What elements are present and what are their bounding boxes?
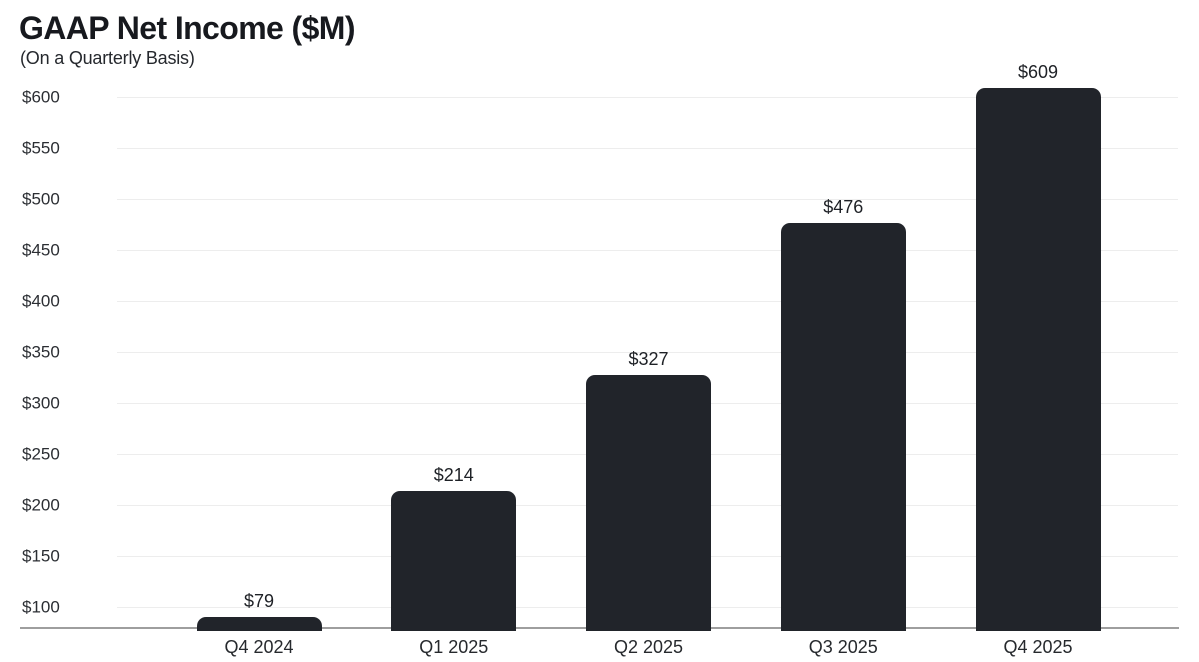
y-axis-tick-label: $150 — [22, 546, 60, 566]
chart-title: GAAP Net Income ($M) — [19, 10, 356, 46]
bar-value-label: $327 — [628, 349, 669, 370]
x-axis-tick-label: Q1 2025 — [419, 637, 489, 657]
bar-value-label: $79 — [243, 591, 275, 611]
bar-value-label: $476 — [823, 197, 864, 218]
x-axis-tick-label: Q4 2025 — [1003, 637, 1073, 657]
y-axis-tick-label: $400 — [22, 291, 60, 311]
bar-q4-2024 — [196, 617, 322, 631]
bar-value-label: $609 — [1017, 61, 1059, 82]
bar-value-label: $214 — [433, 464, 474, 485]
bar-q1-2025 — [391, 490, 517, 631]
x-axis-tick-label: Q2 2025 — [613, 637, 684, 657]
y-axis-tick-label: $100 — [22, 597, 60, 617]
y-axis-tick-label: $450 — [22, 240, 60, 260]
y-axis-tick-label: $350 — [22, 342, 60, 362]
y-axis-tick-label: $600 — [22, 87, 60, 107]
bar-q3-2025 — [780, 223, 906, 631]
x-axis-tick-label: Q4 2024 — [224, 637, 294, 657]
y-axis-tick-label: $500 — [22, 189, 60, 209]
chart-subtitle: (On a Quarterly Basis) — [20, 48, 195, 68]
y-axis-tick-label: $200 — [22, 495, 60, 515]
x-axis-tick-label: Q3 2025 — [808, 637, 878, 657]
bar-q4-2025 — [975, 87, 1101, 631]
y-axis-tick-label: $300 — [22, 393, 60, 413]
bar-q2-2025 — [586, 375, 711, 631]
y-axis-tick-label: $550 — [22, 138, 60, 158]
y-axis-tick-label: $250 — [22, 444, 60, 464]
